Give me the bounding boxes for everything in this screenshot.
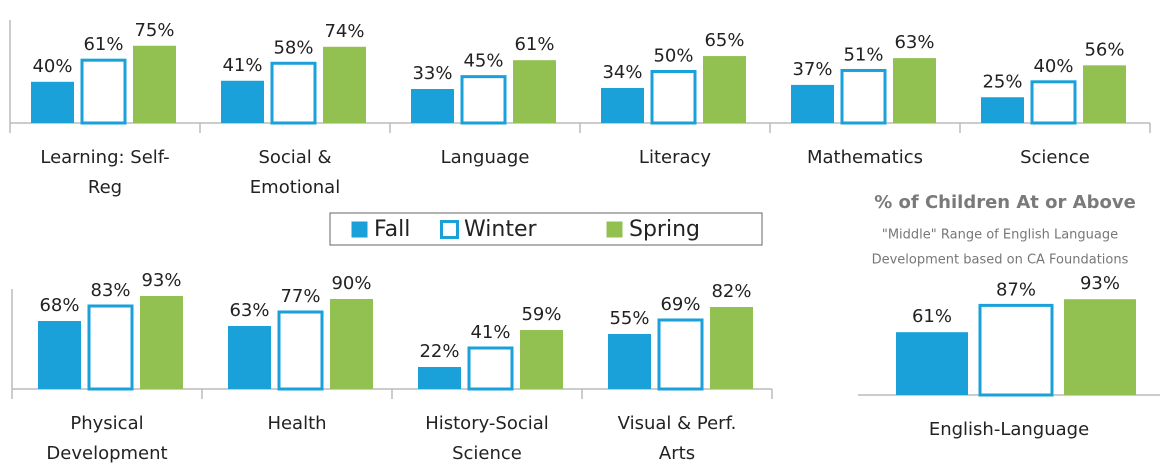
bar — [791, 84, 834, 123]
data-label: 55% — [609, 308, 649, 329]
data-label: 61% — [912, 306, 952, 327]
data-label: 63% — [229, 300, 269, 321]
bar — [140, 296, 183, 389]
x-tick-label: Arts — [659, 443, 695, 464]
chart-subtitle: "Middle" Range of English Language — [882, 228, 1118, 243]
chart-title: % of Children At or Above — [874, 192, 1136, 213]
legend-swatch — [606, 221, 623, 238]
data-label: 37% — [792, 59, 832, 80]
data-label: 82% — [711, 281, 751, 302]
data-label: 34% — [602, 62, 642, 83]
data-label: 90% — [331, 273, 371, 294]
bar — [228, 326, 271, 389]
x-tick-label: Learning: Self- — [40, 147, 169, 168]
bar — [460, 75, 507, 125]
data-label: 61% — [83, 34, 123, 55]
bar — [520, 330, 563, 389]
bar — [418, 367, 461, 389]
x-tick-label: Physical — [70, 413, 143, 434]
bar — [467, 346, 514, 391]
x-tick-label: Visual & Perf. — [618, 413, 737, 434]
bar — [703, 56, 746, 123]
data-label: 65% — [704, 30, 744, 51]
x-tick-label: Development — [46, 443, 167, 464]
bar — [981, 97, 1024, 123]
data-label: 74% — [324, 21, 364, 42]
x-tick-label: History-Social — [425, 413, 549, 434]
data-label: 45% — [463, 51, 503, 72]
x-tick-label: Mathematics — [807, 147, 923, 168]
x-tick-label: Health — [267, 413, 326, 434]
bar — [87, 304, 134, 391]
bar — [601, 87, 644, 123]
bar — [608, 334, 651, 389]
data-label: 51% — [843, 44, 883, 65]
legend-label: Winter — [464, 217, 537, 242]
bar — [31, 81, 74, 123]
legend-swatch — [351, 221, 368, 238]
x-tick-label: Reg — [88, 177, 122, 198]
data-label: 40% — [1033, 56, 1073, 77]
data-label: 41% — [222, 55, 262, 76]
bar — [133, 45, 176, 123]
x-tick-label: Science — [1020, 147, 1090, 168]
chart-subtitle: Development based on CA Foundations — [872, 253, 1129, 268]
bar — [896, 332, 968, 395]
bar — [513, 60, 556, 123]
bar — [840, 68, 887, 125]
bar — [1083, 65, 1126, 123]
x-tick-label: Emotional — [250, 177, 340, 198]
bar — [270, 61, 317, 125]
data-label: 93% — [1080, 273, 1120, 294]
data-label: 59% — [521, 304, 561, 325]
bar — [978, 303, 1054, 397]
bar — [411, 89, 454, 123]
bar — [893, 58, 936, 123]
data-label: 68% — [39, 295, 79, 316]
data-label: 33% — [412, 63, 452, 84]
data-label: 50% — [653, 46, 693, 67]
bar — [323, 46, 366, 123]
bar — [80, 58, 127, 125]
data-label: 61% — [514, 34, 554, 55]
data-label: 69% — [660, 294, 700, 315]
bar — [650, 70, 697, 125]
data-label: 56% — [1084, 39, 1124, 60]
bar — [277, 310, 324, 391]
data-label: 58% — [273, 37, 313, 58]
x-tick-label: Science — [452, 443, 522, 464]
bar — [657, 318, 704, 391]
bar — [1030, 80, 1077, 125]
bar — [38, 321, 81, 389]
bar — [1064, 299, 1136, 395]
x-tick-label: Literacy — [639, 147, 711, 168]
data-label: 93% — [141, 270, 181, 291]
data-label: 83% — [90, 280, 130, 301]
data-label: 87% — [996, 279, 1036, 300]
data-label: 25% — [982, 71, 1022, 92]
data-label: 75% — [134, 20, 174, 41]
data-label: 77% — [280, 286, 320, 307]
legend-label: Spring — [629, 217, 700, 242]
legend-box — [329, 212, 763, 246]
data-label: 22% — [419, 341, 459, 362]
legend-label: Fall — [374, 217, 410, 242]
data-label: 63% — [894, 32, 934, 53]
bar — [221, 80, 264, 123]
data-label: 40% — [32, 56, 72, 77]
bar — [710, 307, 753, 389]
x-tick-label: Language — [441, 147, 530, 168]
x-tick-label: Social & — [258, 147, 331, 168]
legend-swatch — [440, 220, 459, 239]
bar — [330, 299, 373, 389]
x-tick-label: English-Language — [929, 419, 1089, 440]
data-label: 41% — [470, 322, 510, 343]
